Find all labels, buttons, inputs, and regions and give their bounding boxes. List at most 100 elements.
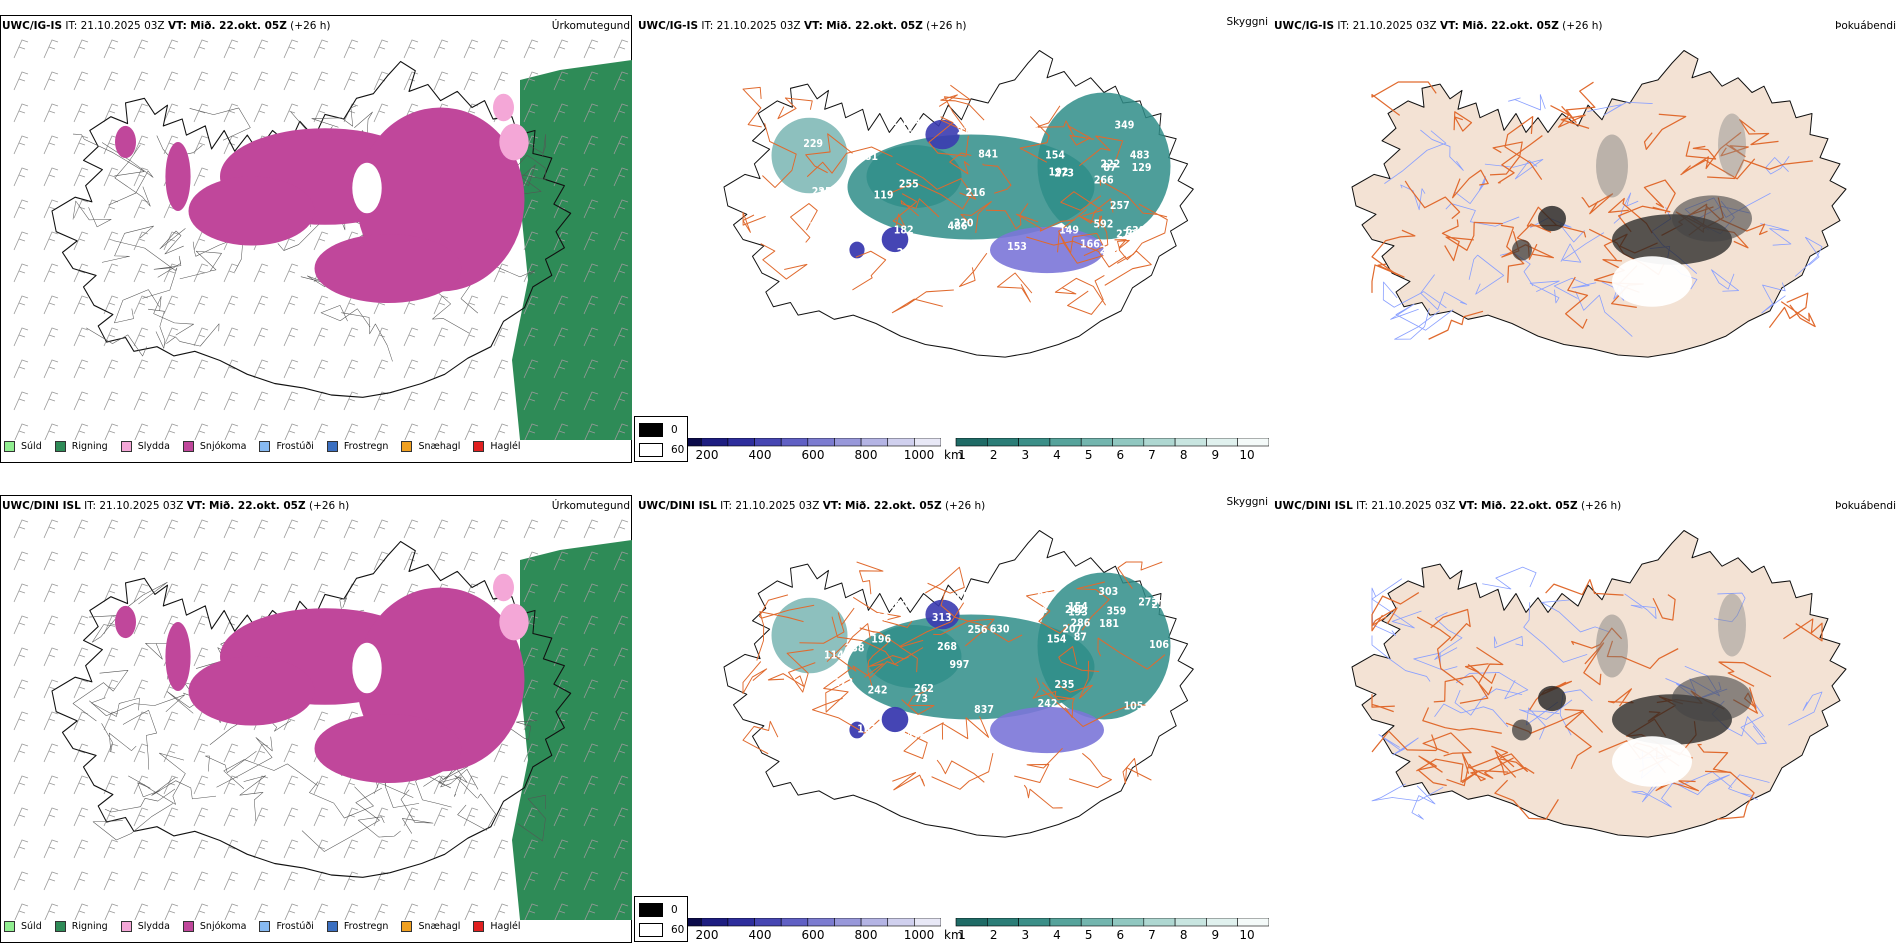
colorbar-tick: 8 — [1179, 928, 1188, 942]
colorbar-tick: 800 — [854, 928, 878, 942]
cloud-base-label: 225 — [812, 187, 832, 199]
cloud-base-label: 924 — [845, 132, 865, 144]
cloud-base-label: 837 — [974, 704, 994, 716]
legend-label: Snæhagl — [418, 921, 461, 932]
cloud-base-label: 87 — [1074, 632, 1087, 644]
legend-item: Haglél — [473, 441, 521, 452]
legend-swatch — [182, 921, 194, 932]
cloud-base-label: 114 — [824, 650, 844, 662]
colorbar-tick: 3 — [1021, 448, 1030, 462]
colorbar-tick: 600 — [801, 448, 825, 462]
cloud-base-label: 159 — [983, 594, 1003, 606]
colorbar-unit: km — [944, 448, 963, 462]
colorbar-tick: 9 — [1211, 928, 1220, 942]
cloud-panel: UWC/DINI ISL IT: 21.10.2025 03Z VT: Mið.… — [636, 480, 1270, 950]
cloud-base-label: 207 — [1062, 624, 1082, 636]
rain-area — [512, 540, 632, 920]
legend-swatch — [54, 921, 66, 932]
low-visibility-area — [771, 92, 1171, 274]
fog-map — [1351, 49, 1847, 358]
visibility-colorbar: km 1 2 3 4 5 6 7 8 9 10 — [944, 918, 1269, 944]
cloud-base-label: 256 — [968, 625, 988, 637]
legend-label: Haglél — [490, 441, 521, 452]
cloud-base-label: 255 — [899, 179, 919, 191]
cloud-base-label: 238 — [845, 643, 865, 655]
cloud-base-label: 112 — [955, 592, 975, 604]
cloud-base-label: 196 — [871, 634, 891, 646]
cloud-base-label: 841 — [978, 149, 998, 161]
legend-label: Haglél — [490, 921, 521, 932]
cloud-base-label: 997 — [950, 660, 970, 672]
cloud-map: 272 837 630 196 242 313 359 157 217 268 262 154 238 2… — [723, 529, 1194, 838]
colorbar-tick: 1 — [958, 928, 966, 942]
legend-label: Súld — [21, 921, 42, 932]
panel-title: Þokuábendi — [1835, 20, 1896, 32]
legend-item: Frostregn — [326, 921, 388, 932]
panel-header: UWC/DINI ISL IT: 21.10.2025 03Z VT: Mið.… — [638, 500, 986, 512]
legend-swatch — [4, 921, 15, 932]
legend-swatch — [120, 441, 132, 452]
legend-item: Slydda — [120, 441, 170, 452]
legend-item: Haglél — [473, 921, 521, 932]
rain-area — [512, 60, 632, 440]
colorbar-tick: 3 — [1021, 928, 1030, 942]
cloud-base-label: 149 — [1059, 225, 1079, 237]
cloud-base-label: 73 — [915, 694, 928, 706]
fog-legend: 0 60 — [634, 896, 688, 942]
cloud-base-label: 216 — [966, 188, 986, 200]
cloud-base-label: 266 — [1094, 175, 1114, 187]
visibility-colorbar: km 1 2 3 4 5 6 7 8 9 10 — [944, 438, 1269, 464]
cloud-base-label: 242 — [1065, 605, 1085, 617]
snow-area — [114, 573, 529, 783]
panel-header: UWC/DINI ISL IT: 21.10.2025 03Z VT: Mið.… — [2, 500, 350, 512]
panel-header: UWC/IG-IS IT: 21.10.2025 03Z VT: Mið. 22… — [1274, 20, 1603, 32]
panel-header: UWC/IG-IS IT: 21.10.2025 03Z VT: Mið. 22… — [2, 20, 331, 32]
cloud-base-label: 516 — [1019, 126, 1039, 138]
legend-swatch — [401, 441, 413, 452]
cloud-base-label: 483 — [1130, 150, 1150, 162]
panel-title: Skyggni — [1226, 16, 1269, 28]
cloud-base-label: 303 — [1098, 587, 1118, 599]
legend-swatch — [473, 441, 485, 452]
cloud-base-label: 119 — [874, 190, 894, 202]
panel-header: UWC/DINI ISL IT: 21.10.2025 03Z VT: Mið.… — [1274, 500, 1622, 512]
cloud-base-label: 359 — [1106, 606, 1126, 618]
colorbar-tick: 10 — [1239, 448, 1255, 462]
colorbar-tick: 9 — [1211, 448, 1220, 462]
fog-legend-swatch-white — [639, 443, 663, 457]
legend-swatch — [182, 441, 194, 452]
legend-label: Snjókoma — [199, 921, 247, 932]
colorbar-tick: 5 — [1084, 448, 1093, 462]
fog-index-area — [1512, 593, 1752, 787]
legend-item: Súld — [4, 921, 42, 932]
cloud-base-label: 182 — [894, 225, 914, 237]
colorbar-tick: 4 — [1053, 448, 1061, 462]
legend-swatch — [4, 441, 15, 452]
cloud-base-label: 242 — [1038, 699, 1058, 711]
legend-label: Súld — [21, 441, 42, 452]
cloud-base-label: 193 — [1068, 607, 1088, 619]
colorbar-tick: 1 — [958, 448, 966, 462]
fog-legend: 0 60 — [634, 416, 688, 462]
cloud-base-label: 630 — [990, 624, 1010, 636]
cloud-base-label: 301 — [892, 123, 912, 135]
cloud-base-label: 105 — [1124, 701, 1144, 713]
legend-swatch — [259, 921, 271, 932]
low-visibility-area — [771, 572, 1171, 754]
fog-legend-swatch-black — [639, 423, 663, 437]
cloud-base-label: 242 — [868, 685, 888, 697]
legend-label: Snjókoma — [199, 441, 247, 452]
panel-title: Úrkomutegund — [551, 500, 630, 512]
legend-item: Súld — [4, 441, 42, 452]
cloud-base-label: 217 — [957, 126, 977, 138]
legend-label: Slydda — [137, 441, 170, 452]
colorbar-tick: 200 — [695, 448, 719, 462]
legend-label: Frostúði — [276, 921, 314, 932]
cloud-base-label: 87 — [1103, 163, 1116, 175]
colorbar-tick: 6 — [1116, 928, 1125, 942]
cloud-base-label: 129 — [1132, 162, 1152, 174]
cloud-base-label: 157 — [857, 724, 877, 736]
cloud-base-label: 217 — [1151, 599, 1171, 611]
colorbar-tick: 200 — [695, 928, 719, 942]
precip-type-panel: UWC/IG-IS IT: 21.10.2025 03Z VT: Mið. 22… — [0, 0, 634, 470]
